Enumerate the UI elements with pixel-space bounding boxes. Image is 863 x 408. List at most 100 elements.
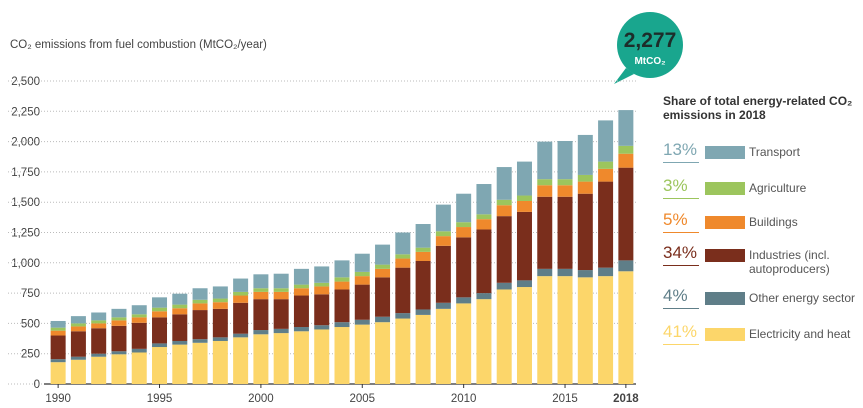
bar-segment bbox=[91, 328, 107, 354]
bar-segment bbox=[577, 193, 593, 271]
bar-segment bbox=[415, 251, 431, 261]
bar-segment bbox=[131, 322, 147, 349]
bar-segment bbox=[131, 317, 147, 323]
bar-segment bbox=[618, 167, 634, 261]
bar-segment bbox=[212, 340, 228, 384]
bar-segment bbox=[212, 308, 228, 338]
bar-segment bbox=[516, 280, 532, 288]
bar-segment bbox=[70, 323, 86, 327]
legend-underline bbox=[663, 162, 699, 163]
bar-segment bbox=[334, 327, 350, 384]
bar-segment bbox=[435, 231, 451, 237]
y-tick-label: 250 bbox=[21, 349, 40, 361]
bar-segment bbox=[192, 342, 208, 384]
legend-swatch bbox=[705, 328, 745, 341]
x-tick-label: 2010 bbox=[451, 393, 477, 405]
legend-underline bbox=[663, 232, 699, 233]
chart-title: CO₂ emissions from fuel combustion (MtCO… bbox=[10, 39, 267, 51]
bar-segment bbox=[172, 344, 188, 384]
y-tick-label: 500 bbox=[21, 318, 40, 330]
legend-underline bbox=[663, 308, 699, 309]
bar-segment bbox=[91, 356, 107, 384]
x-tick-label: 2000 bbox=[248, 393, 274, 405]
bar-segment bbox=[70, 359, 86, 384]
bar-segment bbox=[456, 297, 472, 304]
bar-segment bbox=[233, 302, 249, 334]
bar-segment bbox=[435, 204, 451, 232]
bar-segment bbox=[70, 331, 86, 357]
bar-segment bbox=[577, 134, 593, 175]
bar-segment bbox=[253, 330, 269, 335]
bar-segment bbox=[496, 205, 512, 217]
bar-segment bbox=[415, 314, 431, 384]
bar-segment bbox=[233, 278, 249, 292]
bar-segment bbox=[91, 323, 107, 329]
bar-segment bbox=[50, 330, 66, 336]
bar-segment bbox=[212, 298, 228, 303]
bar-segment bbox=[192, 288, 208, 300]
badge-unit: MtCO₂ bbox=[634, 56, 665, 67]
bar-segment bbox=[293, 295, 309, 328]
bar-segment bbox=[598, 267, 614, 277]
bar-segment bbox=[516, 161, 532, 196]
bar-segment bbox=[618, 153, 634, 168]
bar-segment bbox=[354, 253, 370, 272]
bar-segment bbox=[577, 277, 593, 384]
x-tick-label: 2015 bbox=[552, 393, 578, 405]
bar-segment bbox=[334, 277, 350, 282]
bar-segment bbox=[111, 317, 127, 321]
bar-segment bbox=[375, 268, 391, 278]
bar-segment bbox=[476, 184, 492, 215]
bar-segment bbox=[334, 281, 350, 290]
legend: Share of total energy-related CO₂ emissi… bbox=[663, 94, 863, 345]
bar-segment bbox=[476, 229, 492, 294]
bar-segment bbox=[233, 333, 249, 338]
bar-segment bbox=[70, 326, 86, 332]
bar-segment bbox=[415, 260, 431, 310]
legend-label: Industries (incl. autoproducers) bbox=[749, 248, 830, 276]
bar-segment bbox=[152, 317, 168, 344]
legend-share: 4% bbox=[663, 286, 688, 305]
bar-segment bbox=[456, 237, 472, 298]
bar-segment bbox=[598, 161, 614, 169]
bar-segment bbox=[354, 276, 370, 285]
bar-segment bbox=[273, 291, 289, 300]
bar-segment bbox=[395, 318, 411, 384]
bar-segment bbox=[476, 219, 492, 230]
bar-segment bbox=[70, 316, 86, 324]
bar-segment bbox=[557, 276, 573, 384]
bar-segment bbox=[91, 353, 107, 357]
bar-segment bbox=[456, 227, 472, 238]
bar-segment bbox=[375, 264, 391, 269]
x-tick-label: 2005 bbox=[349, 393, 375, 405]
legend-swatch bbox=[705, 292, 745, 305]
legend-underline bbox=[663, 198, 699, 199]
bar-segment bbox=[557, 185, 573, 197]
bar-segment bbox=[557, 179, 573, 186]
bar-segment bbox=[273, 333, 289, 384]
legend-share: 34% bbox=[663, 243, 698, 262]
bar-segment bbox=[618, 260, 634, 272]
bar-segment bbox=[415, 247, 431, 252]
bar-segment bbox=[50, 359, 66, 363]
bar-segment bbox=[152, 307, 168, 312]
bar-segment bbox=[131, 314, 147, 318]
bar-segment bbox=[496, 199, 512, 206]
bar-segment bbox=[354, 271, 370, 277]
legend-label: Transport bbox=[749, 145, 800, 159]
bar-segment bbox=[273, 273, 289, 289]
bar-segment bbox=[395, 254, 411, 259]
bar-segment bbox=[395, 232, 411, 255]
bar-segment bbox=[212, 302, 228, 309]
bar-segment bbox=[415, 309, 431, 315]
bar-segment bbox=[152, 297, 168, 308]
bar-segment bbox=[496, 282, 512, 290]
bar-segment bbox=[456, 193, 472, 223]
bar-segment bbox=[314, 286, 330, 295]
bar-segment bbox=[395, 258, 411, 268]
bar-segment bbox=[131, 305, 147, 315]
bar-segment bbox=[233, 337, 249, 384]
bar-segment bbox=[618, 271, 634, 384]
